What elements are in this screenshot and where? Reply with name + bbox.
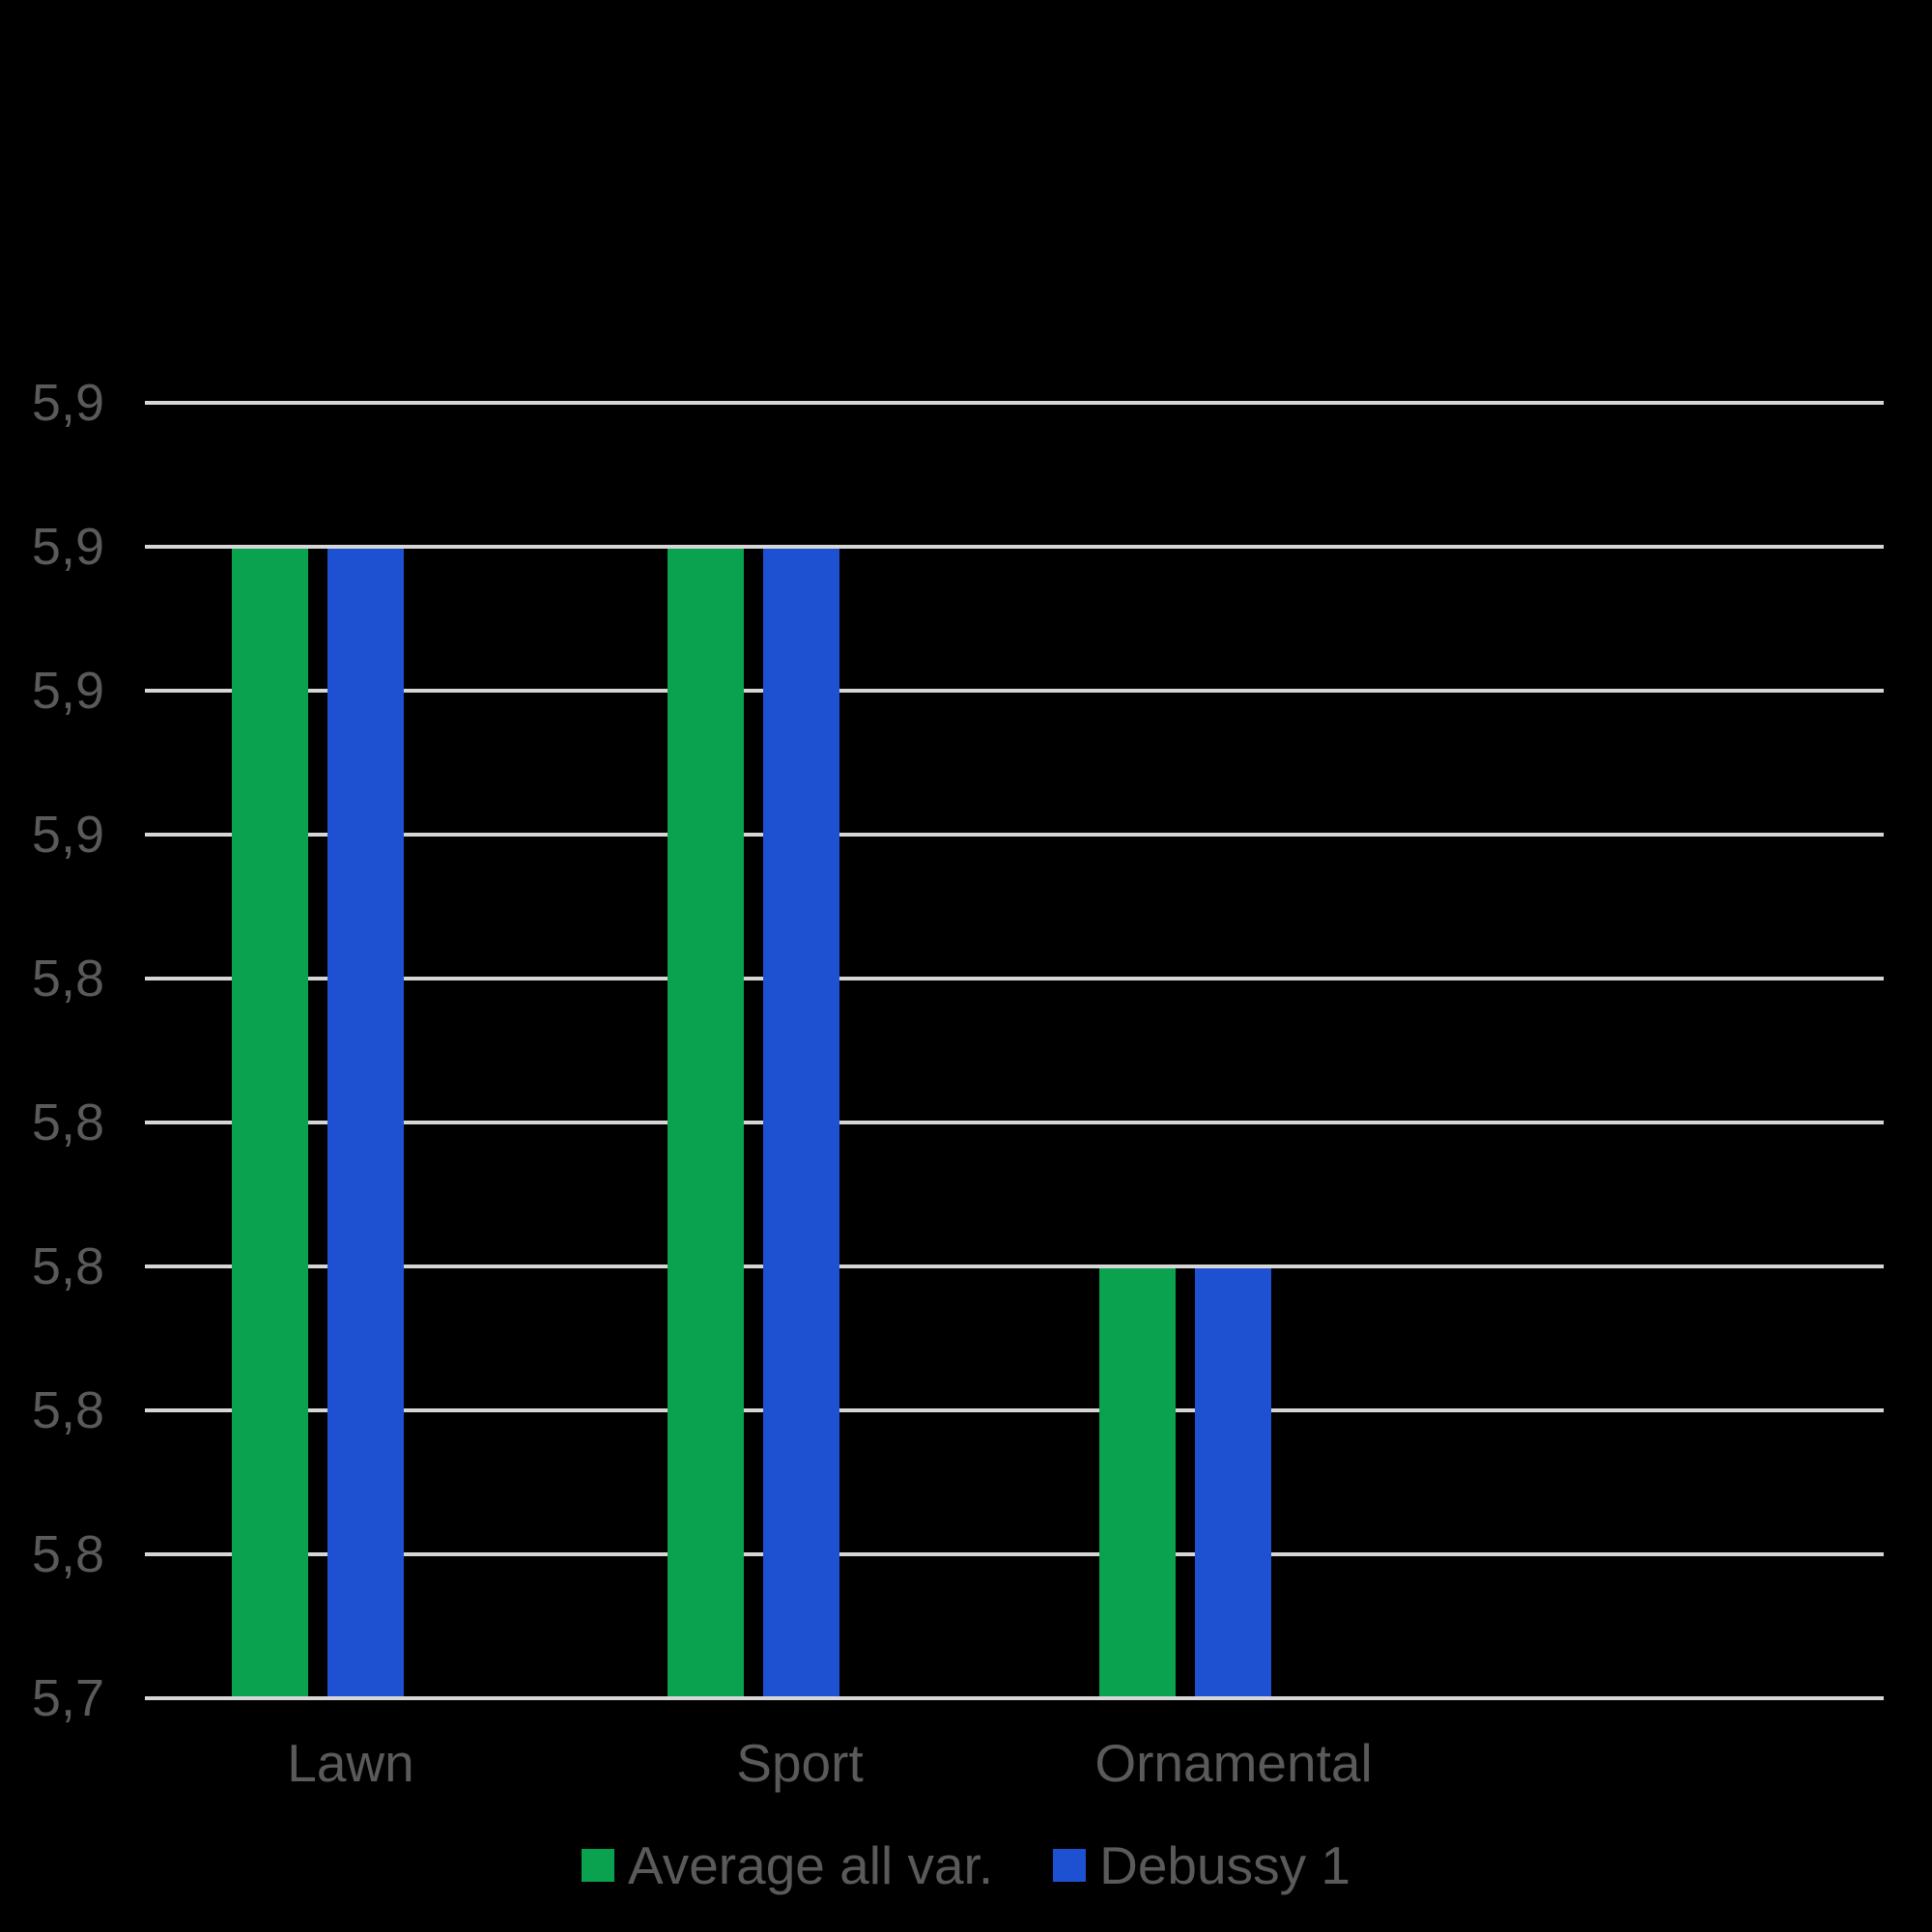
y-axis-tick-label: 5,8 xyxy=(31,950,104,1008)
bar-sport-series-1 xyxy=(763,549,839,1698)
gridline xyxy=(145,689,1884,693)
gridline xyxy=(145,977,1884,980)
y-axis-tick-label: 5,7 xyxy=(31,1669,104,1727)
y-axis-tick-label: 5,8 xyxy=(31,1237,104,1295)
x-axis-baseline xyxy=(145,1696,1884,1700)
bar-lawn-series-0 xyxy=(232,549,308,1698)
legend-label: Debussy 1 xyxy=(1099,1834,1350,1895)
y-axis-tick-label: 5,8 xyxy=(31,1381,104,1439)
y-axis-tick-label: 5,8 xyxy=(31,1525,104,1583)
bar-lawn-series-1 xyxy=(327,549,404,1698)
legend-swatch-green-icon xyxy=(582,1849,615,1882)
y-axis-tick-label: 5,8 xyxy=(31,1094,104,1151)
gridline xyxy=(145,1121,1884,1124)
y-axis-tick-label: 5,9 xyxy=(31,806,104,864)
legend: Average all var. Debussy 1 xyxy=(0,1838,1932,1892)
legend-label: Average all var. xyxy=(628,1834,994,1895)
gridline xyxy=(145,833,1884,837)
y-axis-tick-label: 5,9 xyxy=(31,374,104,432)
x-axis-category-label: Sport xyxy=(736,1733,864,1793)
y-axis-tick-label: 5,9 xyxy=(31,662,104,720)
gridline xyxy=(145,401,1884,405)
bar-sport-series-0 xyxy=(668,549,744,1698)
y-axis-tick-label: 5,9 xyxy=(31,518,104,576)
legend-item-debussy-1: Debussy 1 xyxy=(1053,1834,1350,1895)
gridline xyxy=(145,1264,1884,1268)
legend-swatch-blue-icon xyxy=(1053,1849,1087,1882)
legend-item-average-all-var: Average all var. xyxy=(582,1834,994,1895)
gridline xyxy=(145,1552,1884,1556)
gridline xyxy=(145,545,1884,549)
gridline xyxy=(145,1408,1884,1412)
x-axis-category-label: Ornamental xyxy=(1094,1733,1373,1793)
x-axis-category-label: Lawn xyxy=(287,1733,414,1793)
bar-ornamental-series-0 xyxy=(1099,1268,1176,1698)
bar-ornamental-series-1 xyxy=(1195,1268,1271,1698)
